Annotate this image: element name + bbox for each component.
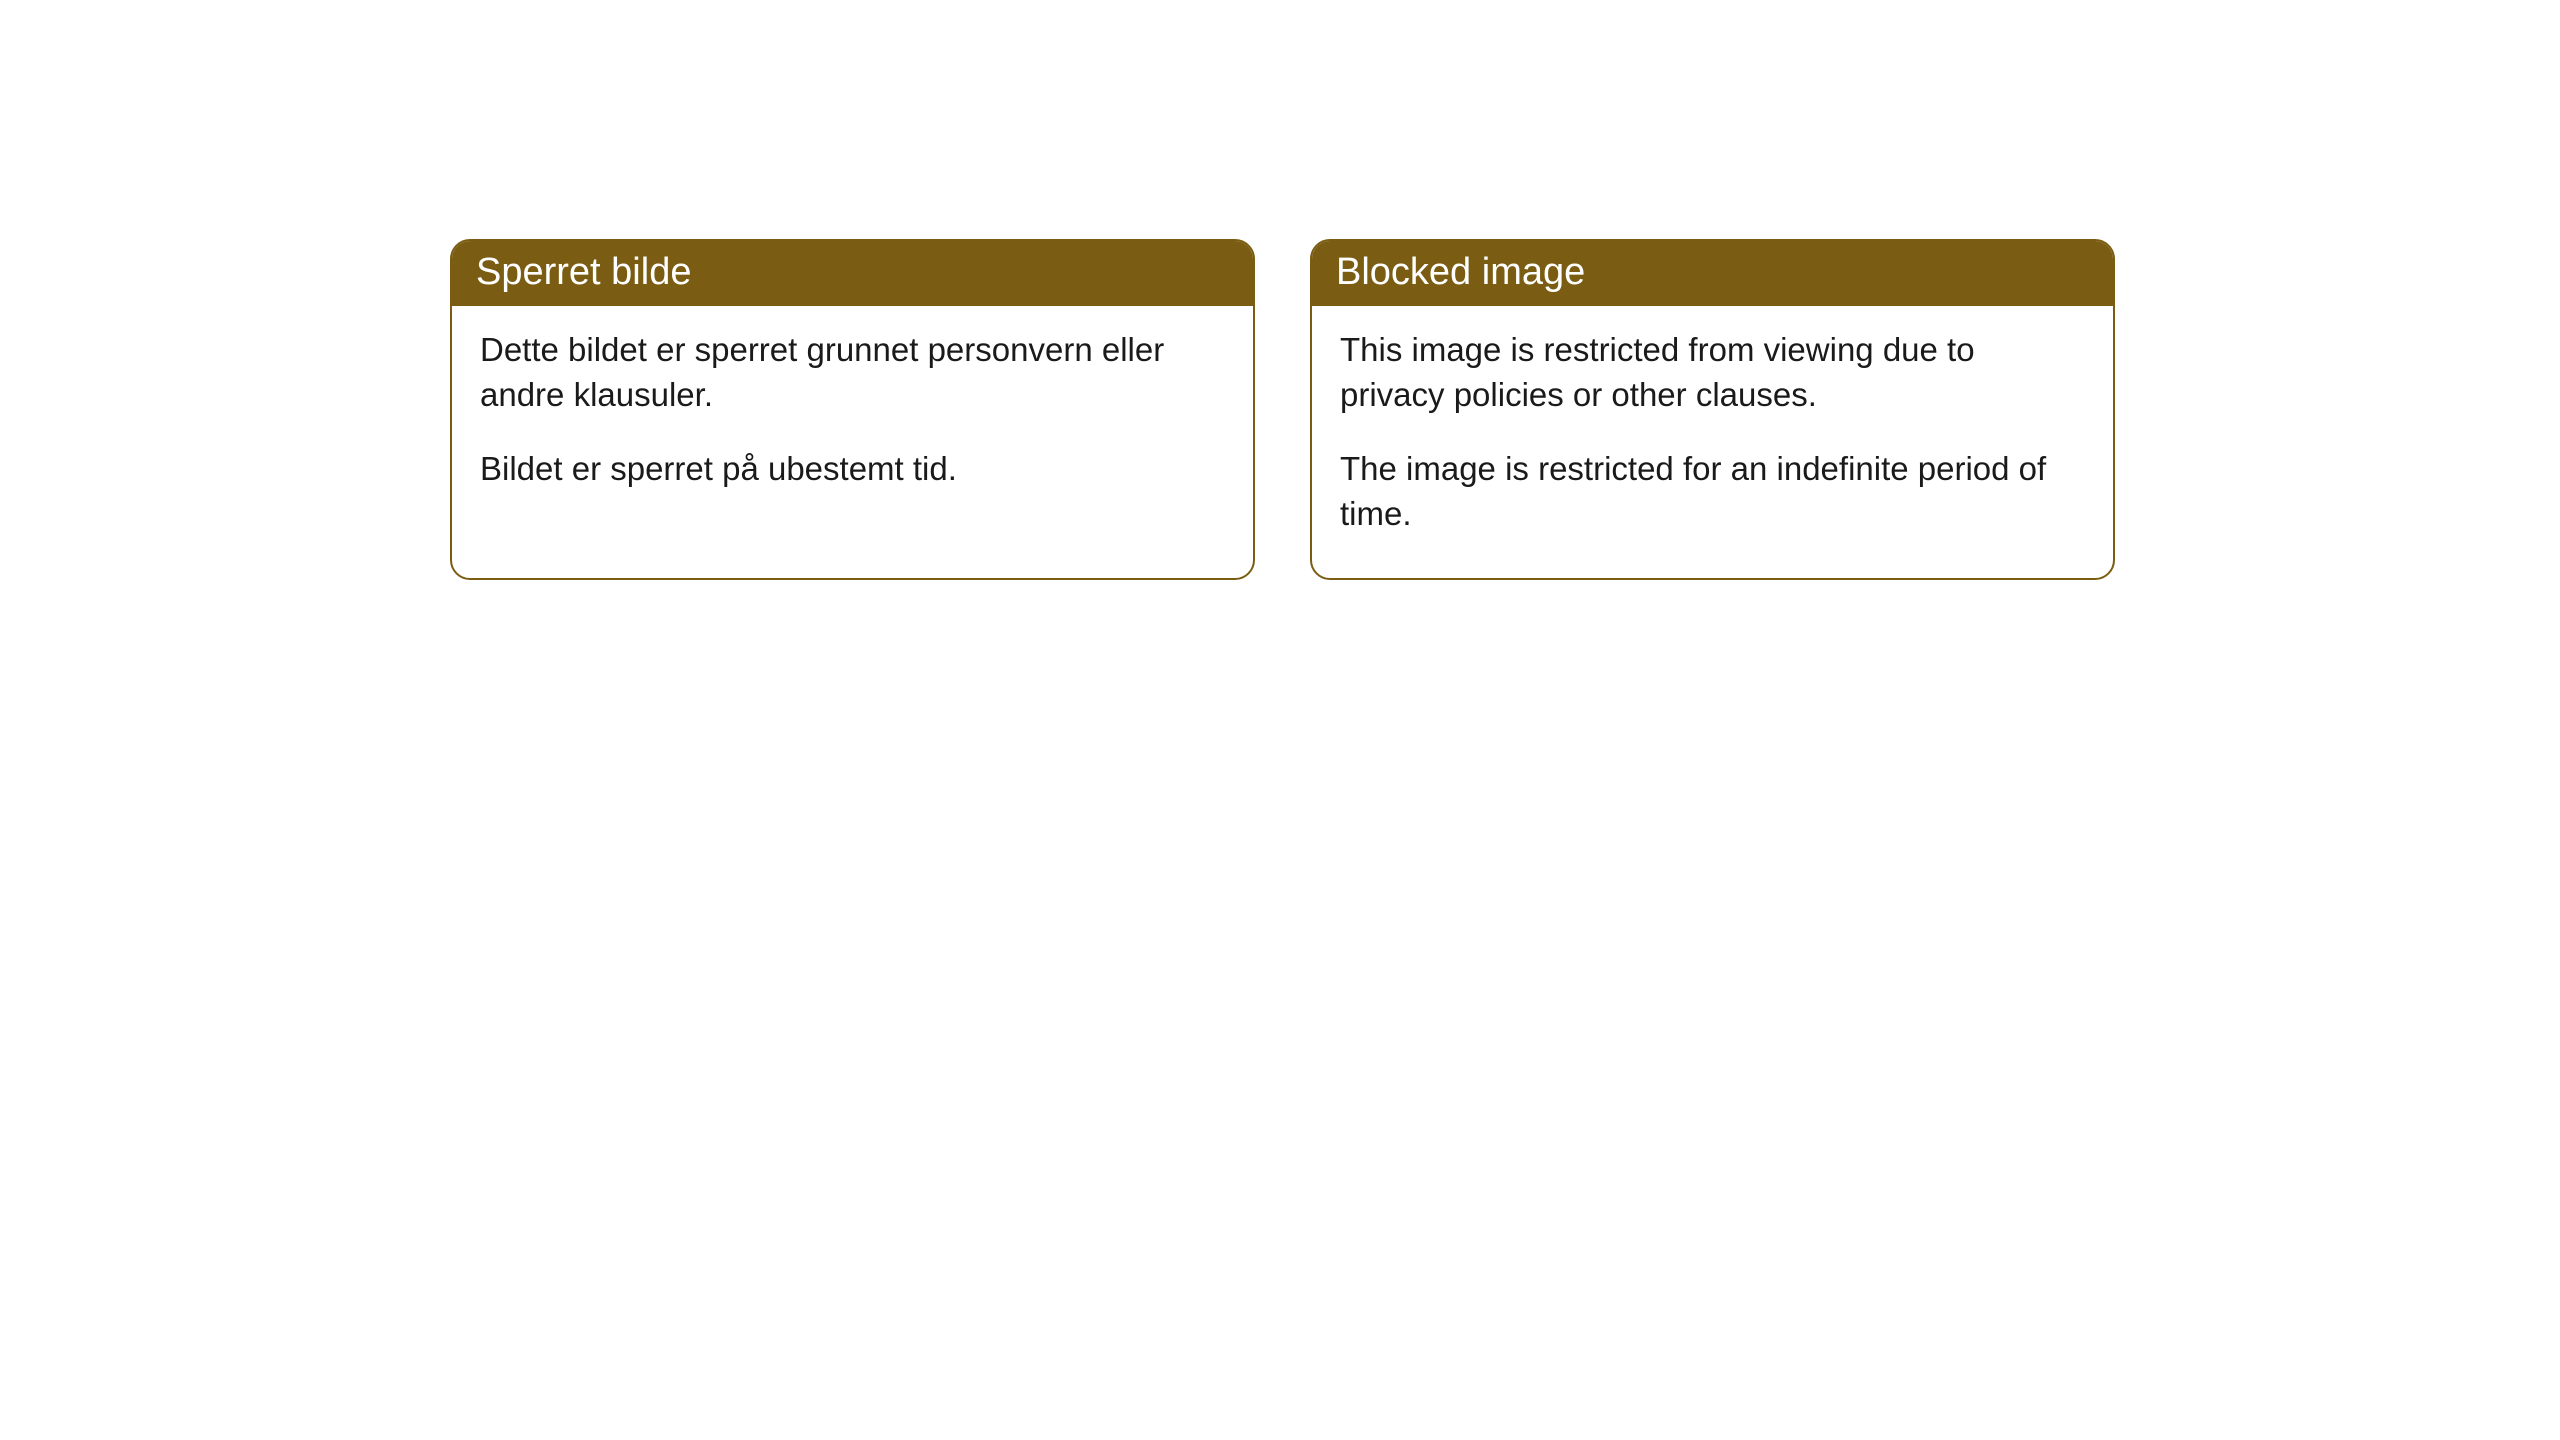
card-paragraph: Dette bildet er sperret grunnet personve… <box>480 328 1225 417</box>
card-paragraph: The image is restricted for an indefinit… <box>1340 447 2085 536</box>
card-title: Sperret bilde <box>452 241 1253 306</box>
card-paragraph: Bildet er sperret på ubestemt tid. <box>480 447 1225 492</box>
card-body: Dette bildet er sperret grunnet personve… <box>452 306 1253 534</box>
blocked-image-card-english: Blocked image This image is restricted f… <box>1310 239 2115 580</box>
cards-container: Sperret bilde Dette bildet er sperret gr… <box>0 0 2560 580</box>
card-body: This image is restricted from viewing du… <box>1312 306 2113 578</box>
blocked-image-card-norwegian: Sperret bilde Dette bildet er sperret gr… <box>450 239 1255 580</box>
card-paragraph: This image is restricted from viewing du… <box>1340 328 2085 417</box>
card-title: Blocked image <box>1312 241 2113 306</box>
